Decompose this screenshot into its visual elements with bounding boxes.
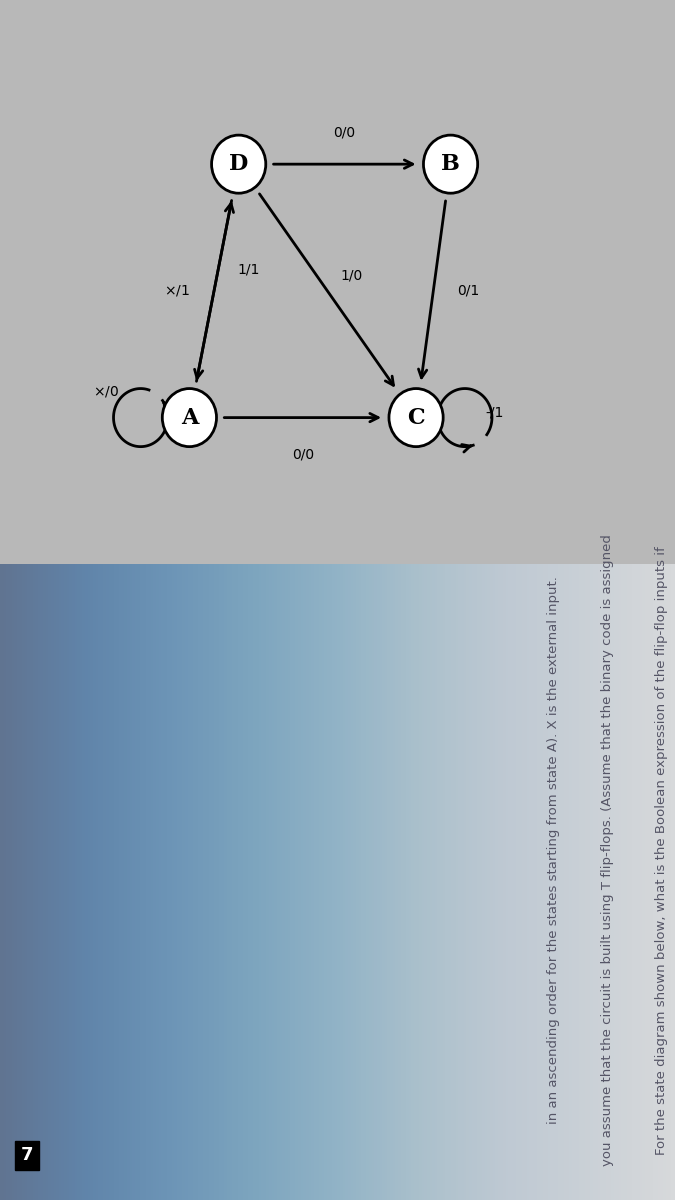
Circle shape xyxy=(423,136,478,193)
Text: A: A xyxy=(181,407,198,428)
Circle shape xyxy=(211,136,266,193)
Text: 1/0: 1/0 xyxy=(341,268,363,282)
Circle shape xyxy=(389,389,443,446)
Circle shape xyxy=(162,389,217,446)
Text: $\times$/0: $\times$/0 xyxy=(92,384,119,398)
Text: For the state diagram shown below, what is the Boolean expression of the flip-fl: For the state diagram shown below, what … xyxy=(655,546,668,1154)
Text: D: D xyxy=(229,154,248,175)
Text: C: C xyxy=(407,407,425,428)
Text: you assume that the circuit is built using T flip-flops. (Assume that the binary: you assume that the circuit is built usi… xyxy=(601,534,614,1166)
Text: in an ascending order for the states starting from state A). X is the external i: in an ascending order for the states sta… xyxy=(547,576,560,1124)
Text: $\times$/1: $\times$/1 xyxy=(164,283,190,299)
Text: B: B xyxy=(441,154,460,175)
Text: 0/0: 0/0 xyxy=(333,126,356,139)
Text: 1/1: 1/1 xyxy=(238,263,260,277)
Text: 7: 7 xyxy=(21,1146,33,1164)
Text: 0/0: 0/0 xyxy=(292,448,314,462)
Text: 0/1: 0/1 xyxy=(457,284,479,298)
Text: -/1: -/1 xyxy=(486,406,504,419)
